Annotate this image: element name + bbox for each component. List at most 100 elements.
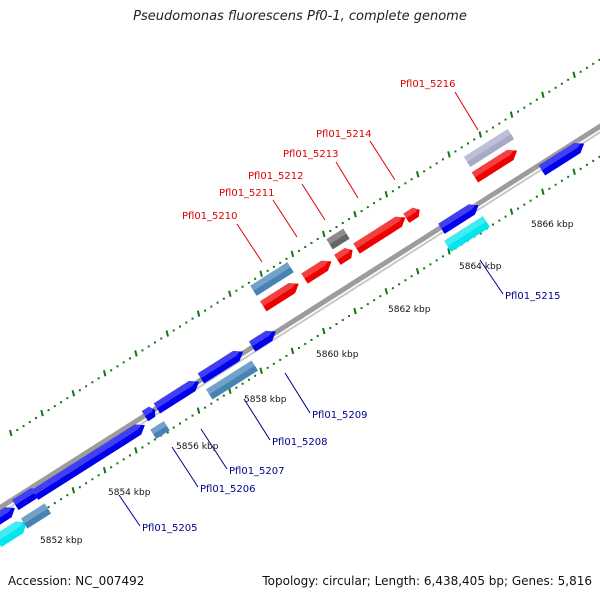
gene-arrow-body xyxy=(248,330,276,352)
top-major-tick xyxy=(509,111,514,118)
bottom-minor-tick xyxy=(517,207,520,210)
bottom-minor-tick xyxy=(429,263,432,266)
gene-arrow xyxy=(438,202,479,234)
bottom-minor-tick xyxy=(210,402,213,405)
gene-arrow-shine xyxy=(31,422,144,495)
label-leader-lines xyxy=(118,91,504,527)
gene-arrow xyxy=(334,247,353,265)
bottom-minor-tick xyxy=(404,279,407,282)
bottom-minor-tick xyxy=(235,386,238,389)
bottom-minor-tick xyxy=(254,374,257,377)
gene-arrow-shine xyxy=(248,328,275,347)
bottom-minor-tick xyxy=(567,175,570,178)
top-minor-tick xyxy=(348,218,351,221)
gene-arrow-body xyxy=(205,360,259,400)
top-minor-tick xyxy=(592,62,595,65)
top-minor-tick xyxy=(398,186,401,189)
top-minor-tick xyxy=(153,341,156,344)
bottom-minor-tick xyxy=(379,295,382,298)
bottom-major-tick xyxy=(541,188,545,195)
top-minor-tick xyxy=(247,281,250,284)
top-minor-tick xyxy=(454,150,457,153)
bottom-major-tick xyxy=(71,486,76,494)
bottom-minor-tick xyxy=(272,362,275,365)
bottom-minor-tick xyxy=(498,219,501,222)
gene-label: Pfl01_5206 xyxy=(200,484,256,495)
bottom-minor-tick xyxy=(185,418,188,421)
gene-arrow-body xyxy=(12,488,41,511)
top-minor-tick xyxy=(85,385,88,388)
top-minor-tick xyxy=(529,102,532,105)
top-major-tick xyxy=(165,330,169,337)
gene-arrow xyxy=(153,379,200,414)
bottom-minor-tick xyxy=(492,223,495,226)
leader-line xyxy=(236,223,263,263)
leader-line xyxy=(301,183,326,221)
bottom-minor-tick xyxy=(554,183,557,186)
top-minor-tick xyxy=(210,305,213,308)
top-minor-tick xyxy=(585,66,588,69)
gene-arrow-shine xyxy=(438,202,477,229)
top-minor-tick xyxy=(366,206,369,209)
gene-arrow-shine xyxy=(444,216,487,247)
bottom-minor-tick xyxy=(335,323,338,326)
bottom-minor-tick xyxy=(279,358,282,361)
bottom-minor-tick xyxy=(304,342,307,345)
bottom-minor-tick xyxy=(329,327,332,330)
top-minor-tick xyxy=(35,417,38,420)
bottom-minor-tick xyxy=(97,474,100,477)
gene-arrow-shine xyxy=(334,247,351,260)
accession-text: Accession: NC_007492 xyxy=(8,574,145,588)
bottom-major-tick xyxy=(384,287,389,295)
top-minor-tick xyxy=(297,249,300,252)
gene-arrow-body xyxy=(260,282,299,312)
top-major-tick xyxy=(572,71,576,79)
gene-label: Pfl01_5207 xyxy=(229,466,285,477)
gene-arrow-body xyxy=(463,128,515,168)
top-minor-tick xyxy=(423,170,426,173)
top-major-tick xyxy=(134,350,138,357)
top-minor-tick xyxy=(360,210,363,213)
gene-label: Pfl01_5213 xyxy=(283,149,339,160)
top-major-tick xyxy=(478,131,482,138)
tick-row-top xyxy=(9,58,600,437)
top-minor-tick xyxy=(404,182,407,185)
bottom-minor-tick xyxy=(535,195,538,198)
gene-arrow xyxy=(248,328,276,352)
gene-arrow-shine xyxy=(150,421,167,435)
gene-arrow xyxy=(471,148,518,183)
bottom-minor-tick xyxy=(141,446,144,449)
top-minor-tick xyxy=(391,190,394,193)
gene-arrow-shine xyxy=(250,262,291,291)
bottom-minor-tick xyxy=(410,275,413,278)
gene-arrow-body xyxy=(0,507,15,528)
bottom-minor-tick xyxy=(216,398,219,401)
leader-line xyxy=(479,259,504,295)
bottom-minor-tick xyxy=(348,315,351,318)
gene-arrow xyxy=(150,421,170,439)
leader-line xyxy=(335,161,359,199)
bottom-major-tick xyxy=(572,168,576,176)
gene-arrow-body xyxy=(20,503,52,529)
gene-arrow-shine xyxy=(153,379,198,409)
gene-arrow xyxy=(250,262,294,296)
top-minor-tick xyxy=(66,397,69,400)
gene-label: Pfl01_5209 xyxy=(312,410,368,421)
top-minor-tick xyxy=(429,166,432,169)
top-minor-tick xyxy=(285,257,288,260)
gene-label: Pfl01_5215 xyxy=(505,291,561,302)
top-major-tick xyxy=(71,389,76,397)
gene-arrow-shine xyxy=(326,228,347,245)
top-minor-tick xyxy=(523,106,526,109)
bottom-minor-tick xyxy=(85,482,88,485)
top-minor-tick xyxy=(266,269,269,272)
top-minor-tick xyxy=(310,241,313,244)
top-major-tick xyxy=(259,270,263,278)
gene-arrow-body xyxy=(31,424,145,500)
leader-line xyxy=(118,494,141,527)
gene-arrow-body xyxy=(197,350,244,384)
gene-arrow xyxy=(197,349,244,384)
top-minor-tick xyxy=(110,369,113,372)
top-minor-tick xyxy=(60,401,63,404)
